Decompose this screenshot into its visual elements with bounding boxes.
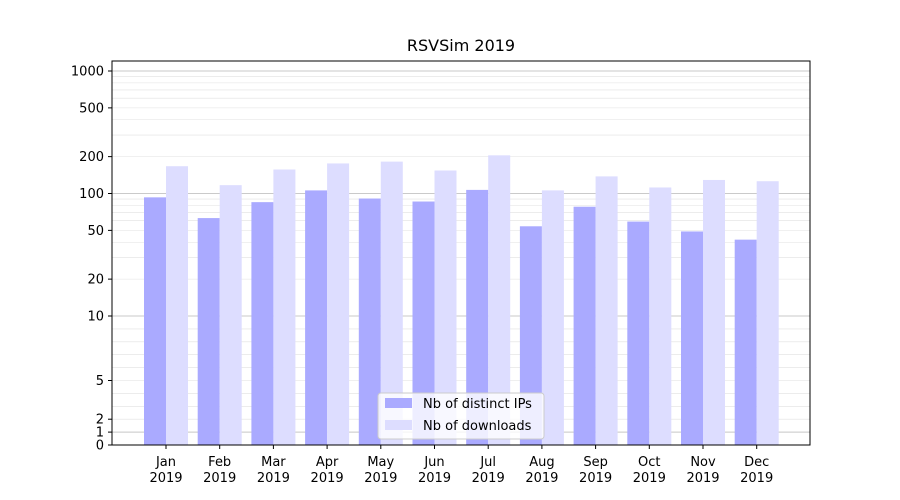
x-tick-label-year: 2019 <box>203 471 236 486</box>
x-tick-label-month: Sep <box>583 455 608 470</box>
x-tick-label-month: Jan <box>155 455 176 470</box>
legend: Nb of distinct IPs Nb of downloads <box>377 392 545 440</box>
x-tick-label-month: Oct <box>638 455 660 470</box>
bar-ips-nov <box>681 231 703 445</box>
y-tick-label: 1 <box>96 426 104 441</box>
x-tick-label-year: 2019 <box>472 471 505 486</box>
bar-downloads-sep <box>595 176 618 445</box>
bar-ips-sep <box>573 206 596 445</box>
legend-swatch-ips <box>385 398 412 408</box>
x-axis: Jan2019Feb2019Mar2019Apr2019May2019Jun20… <box>149 445 773 486</box>
chart-title: RSVSim 2019 <box>407 36 515 55</box>
x-tick-label-month: Feb <box>208 455 231 470</box>
bar-downloads-jul <box>488 155 511 445</box>
bar-ips-dec <box>734 239 757 445</box>
x-tick-label-year: 2019 <box>633 471 666 486</box>
y-tick-label: 100 <box>79 187 104 202</box>
bar-ips-jan <box>144 197 166 445</box>
bar-ips-apr <box>305 190 328 445</box>
bar-downloads-may <box>380 161 403 446</box>
x-tick-label-year: 2019 <box>579 471 612 486</box>
x-tick-label-year: 2019 <box>149 471 182 486</box>
x-tick-label-month: May <box>367 455 394 470</box>
plot-frame <box>111 60 811 446</box>
x-tick-label-year: 2019 <box>364 471 397 486</box>
y-tick-label: 500 <box>79 101 104 116</box>
x-tick-label-year: 2019 <box>525 471 558 486</box>
x-tick-label-month: Mar <box>261 455 286 470</box>
x-tick-label-year: 2019 <box>257 471 290 486</box>
x-tick-label-year: 2019 <box>740 471 773 486</box>
bar-downloads-jan <box>166 166 188 446</box>
bar-ips-mar <box>251 202 274 445</box>
bar-ips-jul <box>466 189 489 445</box>
legend-swatch-downloads <box>385 420 412 430</box>
x-tick-label-year: 2019 <box>686 471 719 486</box>
legend-label-downloads: Nb of downloads <box>423 419 532 434</box>
bar-ips-oct <box>627 221 650 445</box>
x-tick-label-month: Nov <box>690 455 716 470</box>
y-tick-label: 50 <box>87 224 104 239</box>
x-tick-label-month: Jul <box>479 455 496 470</box>
x-tick-label-month: Apr <box>316 455 339 470</box>
y-tick-label: 20 <box>87 273 104 288</box>
bar-downloads-feb <box>219 185 242 446</box>
legend-label-ips: Nb of distinct IPs <box>423 397 532 412</box>
bar-downloads-nov <box>703 179 725 445</box>
bar-downloads-oct <box>649 187 672 445</box>
bar-ips-may <box>358 198 381 445</box>
bar-downloads-apr <box>327 163 350 446</box>
bar-ips-feb <box>197 218 220 445</box>
y-tick-label: 2 <box>96 413 104 428</box>
y-tick-label: 0 <box>96 439 104 454</box>
bar-downloads-aug <box>541 190 564 445</box>
bar-ips-jun <box>412 201 435 445</box>
bars <box>144 155 779 446</box>
y-axis: 012 5 10 20 50 100 200 500 1000 <box>71 65 112 454</box>
y-tick-label: 1000 <box>71 65 104 80</box>
x-tick-label-year: 2019 <box>418 471 451 486</box>
y-tick-label: 10 <box>87 310 104 325</box>
bar-ips-aug <box>519 226 542 445</box>
legend-box <box>377 392 545 440</box>
x-tick-label-month: Jun <box>423 455 444 470</box>
x-tick-label-month: Aug <box>529 455 554 470</box>
y-tick-label: 5 <box>96 374 104 389</box>
bar-downloads-jun <box>434 170 457 445</box>
bar-downloads-dec <box>756 181 779 446</box>
x-tick-label-month: Dec <box>744 455 769 470</box>
y-tick-label: 200 <box>79 150 104 165</box>
bar-downloads-mar <box>273 169 296 445</box>
x-tick-label-year: 2019 <box>311 471 344 486</box>
